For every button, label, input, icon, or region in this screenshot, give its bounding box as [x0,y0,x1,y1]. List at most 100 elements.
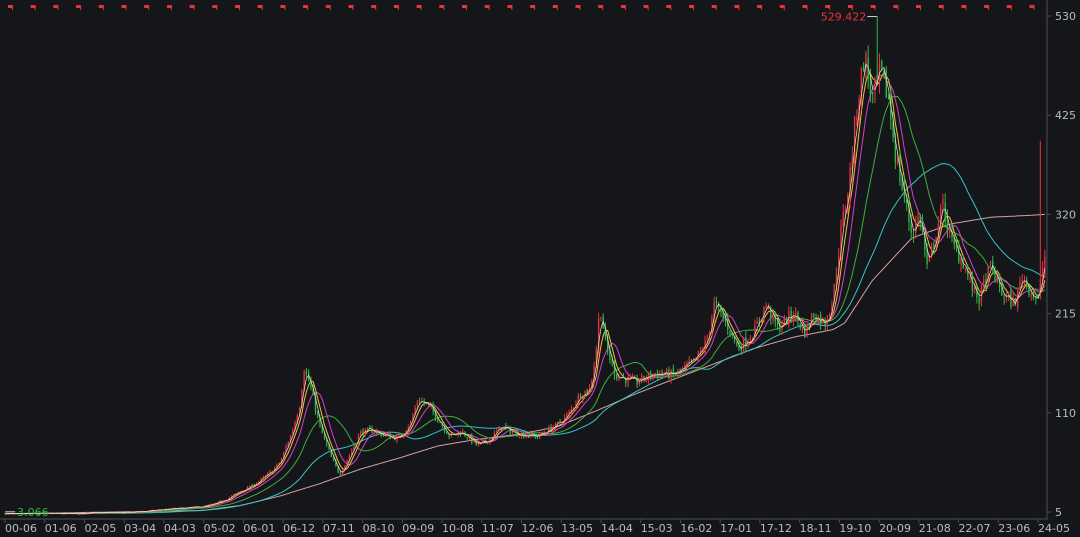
candle-body [736,343,738,345]
candle-body [269,471,271,474]
candle-body [892,121,894,138]
candle-body [314,395,317,412]
candle-body [908,205,910,222]
candle-body [258,481,260,484]
candle-body [1003,297,1005,299]
candle-body [985,278,987,287]
candle-body [366,427,369,429]
candle-body [917,216,919,223]
candle-body [260,478,262,482]
candle-body [486,441,489,443]
y-axis-ticks: 530 425 320 215 110 5 [1047,10,1076,519]
candle-body [575,403,577,409]
candle-body [930,246,933,256]
candle-body [964,268,967,270]
candle-body [754,324,756,339]
candle-body [946,217,949,230]
candle-body [656,371,659,377]
candle-body [430,405,432,407]
candle-body [548,426,550,433]
red-flag-icon [484,5,490,11]
candle-body [935,237,937,247]
candle-body [61,513,63,515]
candle-body [890,95,892,120]
x-tick-label: 10-08 [442,522,474,535]
x-tick-label: 19-10 [839,522,871,535]
x-tick-label: 22-07 [959,522,991,535]
candle-body [380,432,382,437]
red-flag-icon [847,5,853,11]
x-tick-label: 01-06 [45,522,77,535]
y-tick-label: 425 [1055,109,1076,122]
candle-body [378,430,380,433]
red-flag-icon [802,5,808,11]
candle-body [416,402,419,407]
x-tick-label: 05-02 [204,522,236,535]
candle-body [609,349,611,361]
ma-5-line [5,70,1046,515]
y-tick-label: 215 [1055,308,1076,321]
candle-body [119,512,122,514]
candle-body [790,310,792,318]
candle-body [455,434,457,436]
candle-body [262,476,265,478]
candle-body [523,432,525,438]
candle-body [681,368,684,371]
candle-body [219,500,222,502]
candle-body [217,501,219,504]
candle-body [697,351,699,359]
candle-body [582,396,584,399]
candle-body [360,431,362,435]
candle-body [876,74,878,79]
candle-body [781,325,783,330]
candle-body [713,302,715,321]
candle-body [788,311,790,323]
top-marker-row [8,5,1035,11]
candle-body [645,378,647,381]
candle-body [511,431,514,434]
candle-body [654,373,656,375]
candle-body [597,318,600,350]
candle-body [233,494,235,496]
candle-body [939,207,942,223]
candle-body [944,202,946,221]
candle-body [885,69,887,98]
candle-body [552,427,554,432]
candle-body [894,140,897,163]
candle-body [783,316,786,324]
candle-body [942,199,944,204]
candle-body [906,199,908,203]
candle-body [1039,279,1042,297]
candle-body [516,430,518,437]
candle-body [663,373,665,377]
candle-body [344,465,346,471]
red-flag-icon [348,5,354,11]
candle-body [865,53,867,70]
candle-body [283,452,285,459]
candle-body [285,446,287,453]
candle-body [439,422,441,424]
candle-body [8,513,11,515]
candle-body [328,444,330,450]
candle-body [418,401,421,403]
x-tick-label: 17-12 [760,522,792,535]
candle-body [674,374,677,376]
candle-body [509,427,511,434]
red-flag-icon [257,5,263,11]
candle-body [878,62,881,81]
candle-body [924,233,926,251]
candle-body [872,92,874,95]
candle-body [434,411,437,419]
candle-body [983,280,985,287]
candle-body [980,285,983,302]
candle-body [1021,280,1023,282]
candle-body [527,435,530,437]
candle-body [502,426,505,431]
candle-body [563,416,566,422]
candle-body [804,324,806,338]
red-flag-icon [212,5,218,11]
candle-body [643,375,645,380]
candle-body [303,371,305,392]
